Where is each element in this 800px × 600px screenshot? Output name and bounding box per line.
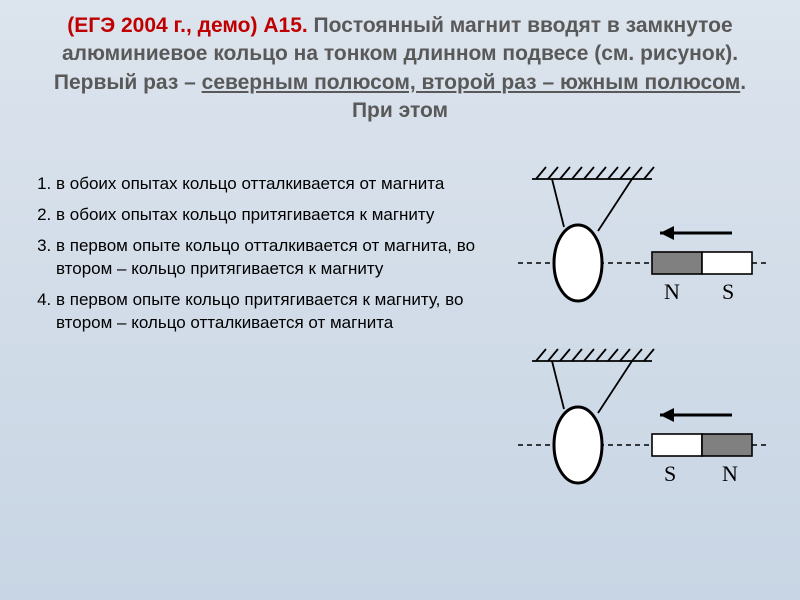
figure-2-right-pole: N <box>722 461 738 487</box>
figure-1-left-pole: N <box>664 279 680 305</box>
option-1: в обоих опытах кольцо отталкивается от м… <box>56 173 494 196</box>
question-number: А15. <box>263 14 307 37</box>
option-4: в первом опыте кольцо притягивается к ма… <box>56 289 494 335</box>
slide: (ЕГЭ 2004 г., демо) А15. Постоянный магн… <box>0 0 800 600</box>
figure-1: N S <box>512 159 772 319</box>
figure-1-right-pole: S <box>722 279 734 305</box>
option-3: в первом опыте кольцо отталкивается от м… <box>56 235 494 281</box>
answer-options: в обоих опытах кольцо отталкивается от м… <box>28 153 494 343</box>
question-text-underlined: северным полюсом, второй раз – южным пол… <box>202 71 741 94</box>
figure-2: S N <box>512 341 772 501</box>
figures-column: N S <box>512 153 772 501</box>
question-source: (ЕГЭ 2004 г., демо) <box>67 14 257 37</box>
figure-2-left-pole: S <box>664 461 676 487</box>
question-heading: (ЕГЭ 2004 г., демо) А15. Постоянный магн… <box>28 12 772 125</box>
content-row: в обоих опытах кольцо отталкивается от м… <box>28 153 772 501</box>
option-2: в обоих опытах кольцо притягивается к ма… <box>56 204 494 227</box>
